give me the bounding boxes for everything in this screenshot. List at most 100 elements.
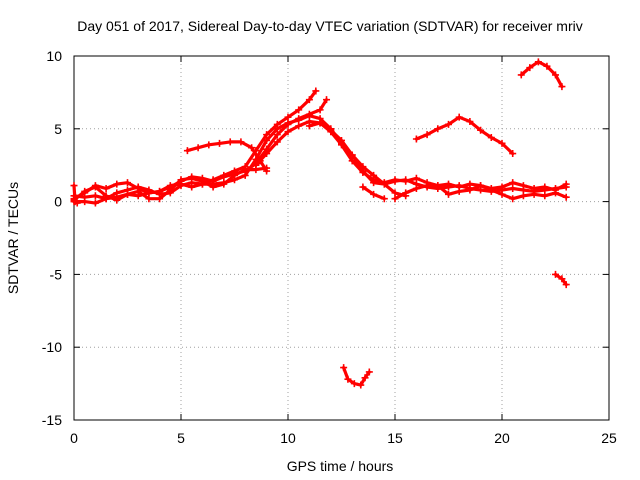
data-point xyxy=(323,96,331,104)
data-point xyxy=(134,187,142,195)
data-point xyxy=(423,182,431,190)
data-point xyxy=(81,198,89,206)
data-point xyxy=(455,113,463,121)
data-point xyxy=(226,138,234,146)
data-point xyxy=(534,58,542,66)
data-point xyxy=(263,136,271,144)
data-point xyxy=(498,183,506,191)
series-line-track-7 xyxy=(307,121,568,192)
data-point xyxy=(526,64,534,72)
data-point xyxy=(562,180,570,188)
data-point xyxy=(558,275,566,283)
data-point xyxy=(220,180,228,188)
chart-title: Day 051 of 2017, Sidereal Day-to-day VTE… xyxy=(77,18,582,34)
data-point xyxy=(340,364,348,372)
data-series xyxy=(70,58,570,389)
data-point xyxy=(348,157,356,165)
data-point xyxy=(498,139,506,147)
y-tick-label: -10 xyxy=(42,339,62,355)
y-axis-label: SDTVAR / TECUs xyxy=(5,182,21,294)
data-point xyxy=(434,182,442,190)
data-point xyxy=(216,139,224,147)
x-tick-label: 20 xyxy=(494,430,510,446)
data-point xyxy=(188,174,196,182)
data-point xyxy=(517,71,525,79)
data-point xyxy=(73,199,81,207)
data-point xyxy=(263,150,271,158)
x-tick-label: 25 xyxy=(601,430,617,446)
data-point xyxy=(412,174,420,182)
data-point xyxy=(391,195,399,203)
data-point xyxy=(466,186,474,194)
data-point xyxy=(361,374,369,382)
y-tick-label: -15 xyxy=(42,412,62,428)
data-point xyxy=(312,87,320,95)
data-point xyxy=(237,138,245,146)
axis-ticks: 0 5 10 15 20 25 -15 -10 -5 0 5 10 xyxy=(42,48,617,446)
data-point xyxy=(284,119,292,127)
data-point xyxy=(327,128,335,136)
data-point xyxy=(380,179,388,187)
data-point xyxy=(365,368,373,376)
data-point xyxy=(455,187,463,195)
data-point xyxy=(91,183,99,191)
data-point xyxy=(423,131,431,139)
data-point xyxy=(562,193,570,201)
data-point xyxy=(519,192,527,200)
data-point xyxy=(552,71,559,79)
data-point xyxy=(113,196,121,204)
data-point xyxy=(558,83,566,91)
data-point xyxy=(209,183,217,191)
data-point xyxy=(562,281,570,289)
data-point xyxy=(305,96,313,104)
data-point xyxy=(102,192,110,200)
data-point xyxy=(241,166,249,174)
data-point xyxy=(198,177,206,185)
data-point xyxy=(543,62,551,70)
data-point xyxy=(177,176,185,184)
y-tick-label: 10 xyxy=(46,48,62,64)
data-point xyxy=(124,179,131,187)
data-point xyxy=(194,144,202,152)
data-point xyxy=(102,184,110,192)
data-point xyxy=(487,134,495,142)
x-tick-label: 5 xyxy=(177,430,185,446)
data-point xyxy=(81,187,89,195)
data-point xyxy=(344,375,352,383)
data-point xyxy=(284,128,292,136)
data-point xyxy=(445,180,452,188)
data-point xyxy=(477,126,485,134)
data-point xyxy=(248,144,256,152)
data-point xyxy=(316,119,324,127)
data-point xyxy=(552,189,559,197)
data-point xyxy=(252,161,260,169)
data-point xyxy=(256,157,264,165)
series-line-track-6 xyxy=(185,140,269,173)
x-axis-label: GPS time / hours xyxy=(287,458,394,474)
grid xyxy=(74,56,609,420)
x-tick-label: 10 xyxy=(280,430,296,446)
data-point xyxy=(263,167,271,175)
data-point xyxy=(498,190,506,198)
data-point xyxy=(541,192,549,200)
data-point xyxy=(273,125,281,133)
data-point xyxy=(380,195,388,203)
data-point xyxy=(357,381,365,389)
data-point xyxy=(305,122,313,130)
data-point xyxy=(359,183,367,191)
data-point xyxy=(412,135,420,143)
data-point xyxy=(231,171,238,179)
data-point xyxy=(273,138,281,146)
data-point xyxy=(359,168,367,176)
x-tick-label: 15 xyxy=(387,430,403,446)
data-point xyxy=(509,179,517,187)
data-point xyxy=(370,190,378,198)
data-point xyxy=(70,182,78,190)
data-point xyxy=(145,186,153,194)
data-point xyxy=(487,186,495,194)
data-point xyxy=(113,189,121,197)
data-point xyxy=(402,189,410,197)
series-line-track-11 xyxy=(519,60,564,89)
data-point xyxy=(166,186,174,194)
